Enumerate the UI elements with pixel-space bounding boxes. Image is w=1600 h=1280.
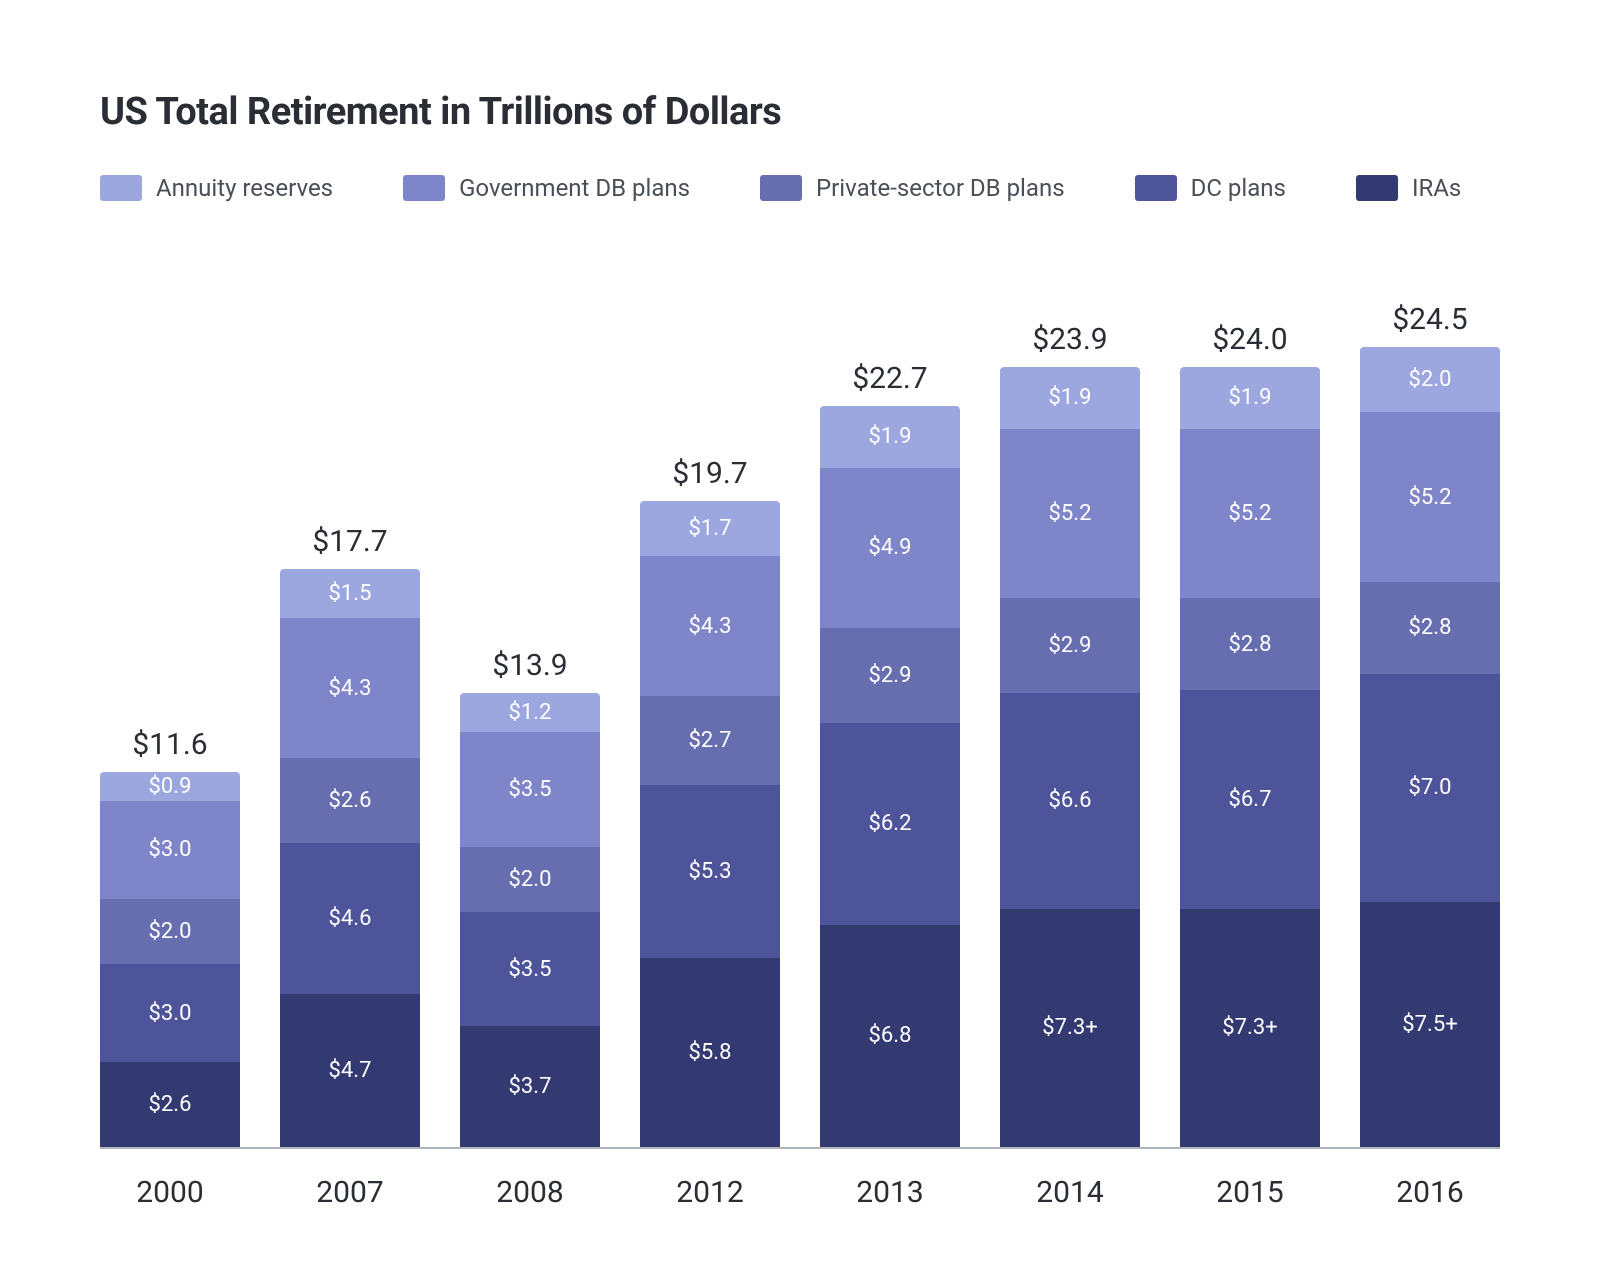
legend-swatch — [403, 175, 445, 201]
bar-segment-iras: $3.7 — [460, 1026, 600, 1147]
chart-title: US Total Retirement in Trillions of Doll… — [100, 90, 1500, 134]
legend-label: Private-sector DB plans — [816, 174, 1065, 202]
bar-segment-dc: $3.5 — [460, 912, 600, 1026]
bar-stack: $5.8$5.3$2.7$4.3$1.7 — [640, 501, 780, 1147]
bar-segment-dc: $6.2 — [820, 723, 960, 925]
legend-label: DC plans — [1191, 174, 1286, 202]
bar-total-label: $11.6 — [132, 727, 207, 762]
bar-segment-govt: $3.5 — [460, 732, 600, 846]
bar-total-label: $24.0 — [1212, 322, 1287, 357]
legend-swatch — [760, 175, 802, 201]
bar-segment-private: $2.9 — [820, 628, 960, 723]
bar-segment-dc: $3.0 — [100, 964, 240, 1062]
bar-column: $24.5 $7.5+$7.0$2.8$5.2$2.0 — [1360, 232, 1500, 1147]
bar-total-label: $22.7 — [852, 361, 927, 396]
bar-segment-private: $2.7 — [640, 696, 780, 784]
bar-segment-annuity: $2.0 — [1360, 347, 1500, 412]
bar-segment-private: $2.8 — [1180, 598, 1320, 689]
bar-segment-annuity: $0.9 — [100, 772, 240, 801]
bar-segment-annuity: $1.9 — [1000, 367, 1140, 429]
bar-total-label: $17.7 — [312, 524, 387, 559]
bar-segment-govt: $5.2 — [1360, 412, 1500, 582]
bar-column: $13.9$3.7$3.5$2.0$3.5$1.2 — [460, 232, 600, 1147]
plot-area: $11.6$2.6$3.0$2.0$3.0$0.9$17.7$4.7$4.6$2… — [100, 232, 1500, 1149]
bar-stack: $2.6$3.0$2.0$3.0$0.9 — [100, 772, 240, 1147]
x-axis: 2000 2007 2008 2012 2013 2014 2015 2016 — [100, 1175, 1500, 1210]
bar-segment-private: $2.8 — [1360, 582, 1500, 673]
bar-stack: $3.7$3.5$2.0$3.5$1.2 — [460, 693, 600, 1147]
bar-total-label: $19.7 — [672, 456, 747, 491]
legend-item-govt: Government DB plans — [403, 174, 690, 202]
bar-segment-iras: $5.8 — [640, 958, 780, 1147]
bar-total-label: $23.9 — [1032, 322, 1107, 357]
bar-column: $19.7 $5.8$5.3$2.7$4.3$1.7 — [640, 232, 780, 1147]
retirement-chart: US Total Retirement in Trillions of Doll… — [100, 90, 1500, 1210]
bar-column: $22.7 $6.8$6.2$2.9$4.9$1.9 — [820, 232, 960, 1147]
bar-segment-iras: $6.8 — [820, 925, 960, 1147]
bar-column: $17.7 $4.7$4.6$2.6$4.3$1.5 — [280, 232, 420, 1147]
legend-label: IRAs — [1412, 174, 1461, 202]
x-axis-label: 2012 — [640, 1175, 780, 1210]
bar-segment-dc: $6.6 — [1000, 693, 1140, 909]
x-axis-label: 2000 — [100, 1175, 240, 1210]
legend-label: Annuity reserves — [156, 174, 333, 202]
bar-stack: $7.3+$6.7$2.8$5.2$1.9 — [1180, 367, 1320, 1147]
bar-stack: $7.5+$7.0$2.8$5.2$2.0 — [1360, 347, 1500, 1147]
bar-stack: $6.8$6.2$2.9$4.9$1.9 — [820, 406, 960, 1147]
legend-item-dc: DC plans — [1135, 174, 1286, 202]
bar-segment-iras: $7.5+ — [1360, 902, 1500, 1147]
legend-item-private: Private-sector DB plans — [760, 174, 1065, 202]
bar-segment-dc: $7.0 — [1360, 674, 1500, 903]
bar-segment-govt: $4.3 — [280, 618, 420, 758]
x-axis-label: 2013 — [820, 1175, 960, 1210]
bar-segment-govt: $5.2 — [1180, 429, 1320, 599]
bar-stack: $7.3+$6.6$2.9$5.2$1.9 — [1000, 367, 1140, 1147]
bar-segment-iras: $7.3+ — [1000, 909, 1140, 1147]
bar-segment-dc: $6.7 — [1180, 690, 1320, 909]
bar-segment-private: $2.0 — [100, 899, 240, 964]
legend-label: Government DB plans — [459, 174, 690, 202]
bar-segment-annuity: $1.9 — [820, 406, 960, 468]
bar-segment-private: $2.9 — [1000, 598, 1140, 693]
bar-segment-dc: $4.6 — [280, 843, 420, 993]
legend-item-iras: IRAs — [1356, 174, 1461, 202]
legend-swatch — [100, 175, 142, 201]
bar-segment-govt: $3.0 — [100, 801, 240, 899]
bar-segment-private: $2.0 — [460, 847, 600, 912]
bar-column: $24.0 $7.3+$6.7$2.8$5.2$1.9 — [1180, 232, 1320, 1147]
bar-segment-iras: $7.3+ — [1180, 909, 1320, 1147]
bar-segment-dc: $5.3 — [640, 785, 780, 958]
x-axis-label: 2008 — [460, 1175, 600, 1210]
legend-swatch — [1135, 175, 1177, 201]
x-axis-label: 2015 — [1180, 1175, 1320, 1210]
bar-segment-annuity: $1.7 — [640, 501, 780, 557]
bar-column: $23.9 $7.3+$6.6$2.9$5.2$1.9 — [1000, 232, 1140, 1147]
bar-stack: $4.7$4.6$2.6$4.3$1.5 — [280, 569, 420, 1147]
x-axis-label: 2016 — [1360, 1175, 1500, 1210]
x-axis-label: 2014 — [1000, 1175, 1140, 1210]
bar-segment-govt: $4.3 — [640, 556, 780, 696]
bar-segment-private: $2.6 — [280, 758, 420, 843]
bar-column: $11.6$2.6$3.0$2.0$3.0$0.9 — [100, 232, 240, 1147]
x-axis-label: 2007 — [280, 1175, 420, 1210]
bar-total-label: $13.9 — [492, 648, 567, 683]
bar-segment-iras: $4.7 — [280, 994, 420, 1147]
bar-segment-annuity: $1.2 — [460, 693, 600, 732]
bar-segment-iras: $2.6 — [100, 1062, 240, 1147]
bar-segment-annuity: $1.5 — [280, 569, 420, 618]
bar-segment-govt: $4.9 — [820, 468, 960, 628]
bar-segment-annuity: $1.9 — [1180, 367, 1320, 429]
legend: Annuity reserves Government DB plans Priva… — [100, 174, 1500, 202]
bar-total-label: $24.5 — [1392, 302, 1467, 337]
legend-swatch — [1356, 175, 1398, 201]
legend-item-annuity: Annuity reserves — [100, 174, 333, 202]
bar-segment-govt: $5.2 — [1000, 429, 1140, 599]
